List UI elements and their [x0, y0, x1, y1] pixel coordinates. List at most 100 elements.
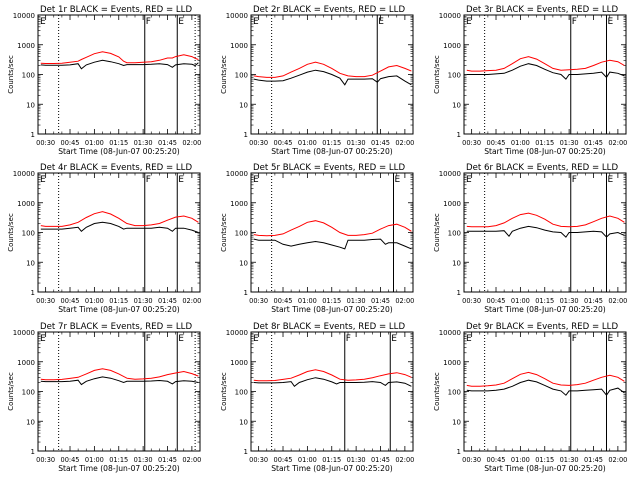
marker-label: F [146, 175, 151, 185]
marker-label: E [378, 17, 384, 27]
panel-title: Det 8r BLACK = Events, RED = LLD [253, 322, 405, 332]
y-tick-label: 100 [448, 72, 461, 80]
corner-label: E [40, 17, 46, 27]
x-tick-label: 01:45 [584, 297, 603, 305]
x-tick-label: 01:45 [158, 139, 177, 147]
x-tick-label: 01:00 [511, 297, 530, 305]
x-tick-label: 01:15 [109, 297, 128, 305]
detector-panel: Det 5r BLACK = Events, RED = LLD 1 10 100 10… [220, 163, 414, 314]
x-tick-label: 02:00 [395, 456, 414, 464]
y-axis-label: Counts/sec [220, 55, 228, 94]
marker-label: F [346, 334, 351, 344]
x-tick-label: 01:15 [535, 139, 554, 147]
y-tick-label: 10000 [13, 170, 35, 178]
y-tick-label: 1 [244, 448, 248, 456]
x-tick-label: 01:15 [322, 139, 341, 147]
events-series-line [253, 238, 412, 250]
y-tick-label: 1000 [17, 200, 35, 208]
y-tick-label: 10 [26, 101, 35, 109]
x-axis-label: Start Time (08-Jun-07 00:25:20) [58, 147, 180, 156]
x-tick-label: 00:30 [249, 297, 268, 305]
x-tick-label: 01:45 [584, 139, 603, 147]
y-tick-label: 10000 [439, 170, 461, 178]
panel-title: Det 3r BLACK = Events, RED = LLD [466, 5, 618, 15]
x-tick-label: 01:30 [347, 456, 366, 464]
y-axis-label: Counts/sec [7, 55, 15, 94]
corner-label: E [253, 17, 259, 27]
x-tick-label: 01:00 [298, 456, 317, 464]
y-tick-label: 1 [457, 448, 461, 456]
marker-label: F [572, 334, 577, 344]
y-tick-label: 1000 [17, 359, 35, 367]
y-axis-label: Counts/sec [7, 372, 15, 411]
y-tick-label: 100 [22, 389, 35, 397]
x-tick-label: 01:15 [535, 456, 554, 464]
detector-panel: Det 6r BLACK = Events, RED = LLD 1 10 100 10… [433, 163, 627, 314]
lld-series-line [40, 368, 199, 381]
y-tick-label: 10 [26, 418, 35, 426]
x-tick-label: 00:45 [61, 456, 80, 464]
x-tick-label: 01:00 [298, 297, 317, 305]
x-tick-label: 00:30 [36, 139, 55, 147]
detector-panel: Det 9r BLACK = Events, RED = LLD 1 10 100 10… [433, 322, 627, 473]
lld-series-line [466, 56, 625, 72]
events-series-line [466, 379, 625, 397]
y-axis-label: Counts/sec [433, 55, 441, 94]
events-series-line [253, 377, 412, 388]
plot-frame [463, 331, 627, 452]
y-tick-label: 1 [457, 289, 461, 297]
marker-label: E [178, 17, 184, 27]
x-tick-label: 02:00 [395, 297, 414, 305]
marker-label: E [608, 17, 614, 27]
x-tick-label: 02:00 [608, 139, 627, 147]
y-tick-label: 10 [26, 259, 35, 267]
x-tick-label: 01:30 [134, 456, 153, 464]
y-tick-label: 1000 [17, 42, 35, 50]
marker-label: E [395, 175, 401, 185]
panel-title: Det 6r BLACK = Events, RED = LLD [466, 163, 618, 173]
x-tick-label: 00:30 [462, 139, 481, 147]
events-series-line [253, 69, 412, 86]
y-axis-label: Counts/sec [7, 213, 15, 252]
x-tick-label: 01:30 [560, 456, 579, 464]
marker-label: E [391, 334, 397, 344]
events-series-line [40, 59, 199, 70]
y-tick-label: 100 [235, 389, 248, 397]
panel-title: Det 7r BLACK = Events, RED = LLD [40, 322, 192, 332]
x-tick-label: 00:45 [61, 297, 80, 305]
x-tick-label: 01:45 [371, 456, 390, 464]
y-tick-label: 10000 [13, 12, 35, 20]
x-tick-label: 01:30 [134, 297, 153, 305]
y-tick-label: 100 [22, 72, 35, 80]
x-tick-label: 00:30 [36, 297, 55, 305]
marker-label: E [178, 334, 184, 344]
plot-frame [37, 14, 201, 135]
marker-label: F [146, 334, 151, 344]
x-tick-label: 01:00 [85, 297, 104, 305]
y-axis-label: Counts/sec [220, 213, 228, 252]
x-tick-label: 00:45 [274, 456, 293, 464]
x-axis-label: Start Time (08-Jun-07 00:25:20) [484, 147, 606, 156]
x-axis-label: Start Time (08-Jun-07 00:25:20) [271, 147, 393, 156]
lld-series-line [253, 61, 412, 78]
y-tick-label: 100 [448, 230, 461, 238]
y-tick-label: 10 [452, 101, 461, 109]
x-axis-label: Start Time (08-Jun-07 00:25:20) [58, 464, 180, 473]
y-tick-label: 10 [452, 418, 461, 426]
x-tick-label: 00:45 [274, 139, 293, 147]
x-tick-label: 01:30 [134, 139, 153, 147]
events-series-line [40, 376, 199, 386]
plot-frame [37, 172, 201, 293]
y-tick-label: 10000 [439, 12, 461, 20]
y-tick-label: 10 [452, 259, 461, 267]
y-tick-label: 1 [31, 131, 35, 139]
x-tick-label: 01:30 [347, 139, 366, 147]
y-tick-label: 100 [235, 230, 248, 238]
detector-panel: Det 8r BLACK = Events, RED = LLD 1 10 100 10… [220, 322, 414, 473]
x-tick-label: 00:30 [249, 139, 268, 147]
panel-title: Det 1r BLACK = Events, RED = LLD [40, 5, 192, 15]
y-tick-label: 1 [244, 131, 248, 139]
y-tick-label: 1 [457, 131, 461, 139]
y-tick-label: 1000 [443, 42, 461, 50]
lld-series-line [466, 371, 625, 387]
